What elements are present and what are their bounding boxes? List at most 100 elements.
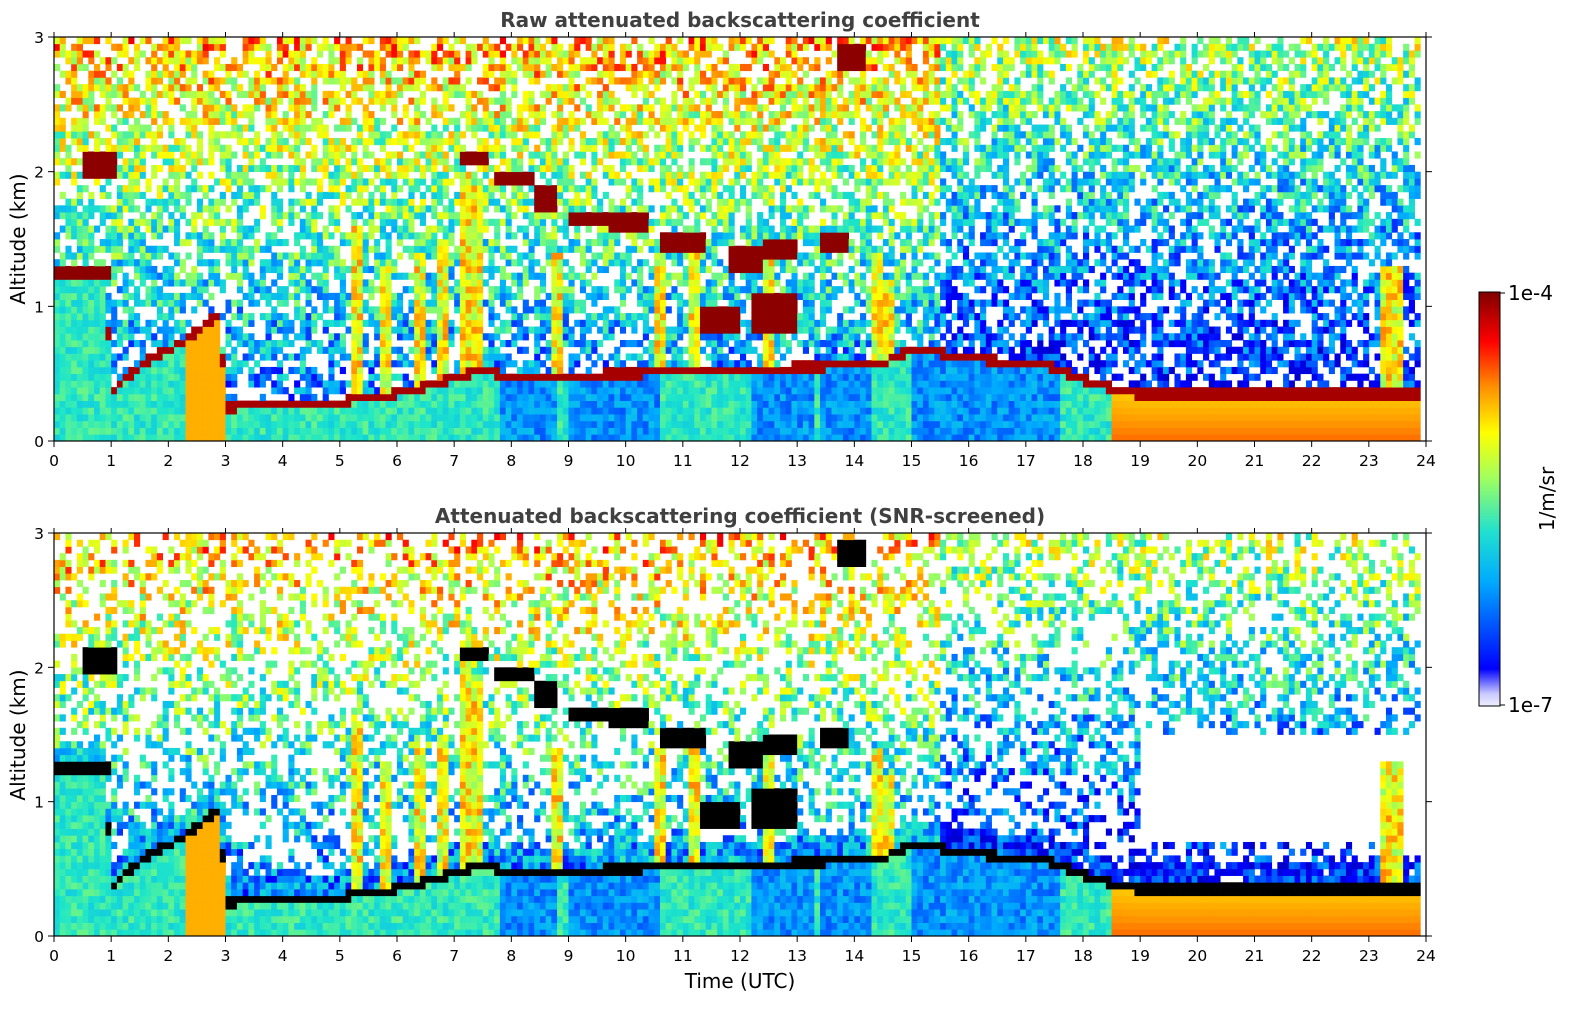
heatmap-cell bbox=[586, 428, 592, 435]
heatmap-cell bbox=[626, 50, 632, 57]
heatmap-cell bbox=[500, 327, 506, 334]
heatmap-cell bbox=[306, 192, 312, 199]
heatmap-cell bbox=[426, 340, 432, 347]
heatmap-cell bbox=[586, 327, 592, 334]
heatmap-cell bbox=[551, 37, 557, 44]
heatmap-cell bbox=[237, 111, 243, 118]
heatmap-cell bbox=[65, 158, 71, 165]
heatmap-cell bbox=[574, 246, 580, 253]
heatmap-cell bbox=[254, 380, 260, 387]
heatmap-cell bbox=[105, 421, 111, 428]
heatmap-cell bbox=[174, 44, 180, 51]
heatmap-cell bbox=[88, 367, 94, 374]
heatmap-cell bbox=[368, 64, 374, 71]
heatmap-cell bbox=[71, 273, 77, 280]
heatmap-cell bbox=[380, 401, 386, 408]
heatmap-cell bbox=[546, 353, 552, 360]
heatmap-cell bbox=[534, 118, 540, 125]
heatmap-cell bbox=[677, 293, 683, 300]
heatmap-cell bbox=[620, 44, 626, 51]
heatmap-cell bbox=[168, 77, 174, 84]
heatmap-cell bbox=[374, 57, 380, 64]
heatmap-cell bbox=[111, 84, 117, 91]
heatmap-cell bbox=[683, 394, 689, 401]
heatmap-cell bbox=[334, 145, 340, 152]
heatmap-cell bbox=[226, 104, 232, 111]
heatmap-cell bbox=[426, 327, 432, 334]
heatmap-cell bbox=[151, 252, 157, 259]
heatmap-cell bbox=[357, 125, 363, 132]
heatmap-cell bbox=[180, 118, 186, 125]
heatmap-cell bbox=[517, 185, 523, 192]
heatmap-cell bbox=[408, 380, 414, 387]
heatmap-cell bbox=[546, 340, 552, 347]
heatmap-cell bbox=[557, 185, 563, 192]
heatmap-cell bbox=[471, 414, 477, 421]
heatmap-cell bbox=[534, 407, 540, 414]
heatmap-cell bbox=[689, 104, 695, 111]
heatmap-cell bbox=[437, 64, 443, 71]
heatmap-cell bbox=[88, 279, 94, 286]
heatmap-cell bbox=[340, 421, 346, 428]
heatmap-cell bbox=[414, 421, 420, 428]
heatmap-cell bbox=[494, 165, 500, 172]
heatmap-cell bbox=[105, 266, 111, 273]
heatmap-cell bbox=[391, 212, 397, 219]
heatmap-cell bbox=[100, 279, 106, 286]
heatmap-cell bbox=[203, 360, 209, 367]
heatmap-cell bbox=[443, 273, 449, 280]
heatmap-cell bbox=[260, 77, 266, 84]
heatmap-cell bbox=[603, 320, 609, 327]
heatmap-cell bbox=[197, 273, 203, 280]
heatmap-cell bbox=[271, 306, 277, 313]
heatmap-cell bbox=[334, 306, 340, 313]
heatmap-cell bbox=[283, 428, 289, 435]
heatmap-cell bbox=[294, 104, 300, 111]
heatmap-cell bbox=[488, 57, 494, 64]
heatmap-cell bbox=[528, 414, 534, 421]
heatmap-cell bbox=[294, 232, 300, 239]
heatmap-cell bbox=[597, 387, 603, 394]
heatmap-cell bbox=[460, 226, 466, 233]
heatmap-cell bbox=[586, 37, 592, 44]
heatmap-cell bbox=[266, 71, 272, 78]
heatmap-cell bbox=[694, 246, 700, 253]
heatmap-cell bbox=[134, 151, 140, 158]
heatmap-cell bbox=[488, 246, 494, 253]
heatmap-cell bbox=[174, 84, 180, 91]
heatmap-cell bbox=[569, 279, 575, 286]
heatmap-cell bbox=[580, 205, 586, 212]
heatmap-cell bbox=[586, 320, 592, 327]
heatmap-cell bbox=[151, 367, 157, 374]
heatmap-cell bbox=[431, 428, 437, 435]
heatmap-cell bbox=[266, 266, 272, 273]
heatmap-cell bbox=[334, 340, 340, 347]
heatmap-cell bbox=[208, 407, 214, 414]
heatmap-cell bbox=[328, 172, 334, 179]
heatmap-cell bbox=[363, 151, 369, 158]
heatmap-cell bbox=[557, 347, 563, 354]
heatmap-cell bbox=[580, 380, 586, 387]
heatmap-cell bbox=[134, 259, 140, 266]
heatmap-cell bbox=[580, 212, 586, 219]
heatmap-cell bbox=[408, 347, 414, 354]
heatmap-cell bbox=[128, 131, 134, 138]
heatmap-cell bbox=[557, 421, 563, 428]
heatmap-cell bbox=[477, 347, 483, 354]
heatmap-cell bbox=[111, 125, 117, 132]
heatmap-cell bbox=[466, 252, 472, 259]
heatmap-cell bbox=[677, 239, 683, 246]
heatmap-cell bbox=[134, 64, 140, 71]
heatmap-cell bbox=[563, 428, 569, 435]
heatmap-cell bbox=[197, 394, 203, 401]
heatmap-cell bbox=[597, 407, 603, 414]
heatmap-cell bbox=[660, 151, 666, 158]
heatmap-cell bbox=[328, 401, 334, 408]
heatmap-cell bbox=[506, 407, 512, 414]
heatmap-cell bbox=[174, 205, 180, 212]
heatmap-cell bbox=[54, 360, 60, 367]
heatmap-cell bbox=[551, 151, 557, 158]
heatmap-cell bbox=[523, 333, 529, 340]
heatmap-cell bbox=[591, 77, 597, 84]
heatmap-cell bbox=[248, 293, 254, 300]
